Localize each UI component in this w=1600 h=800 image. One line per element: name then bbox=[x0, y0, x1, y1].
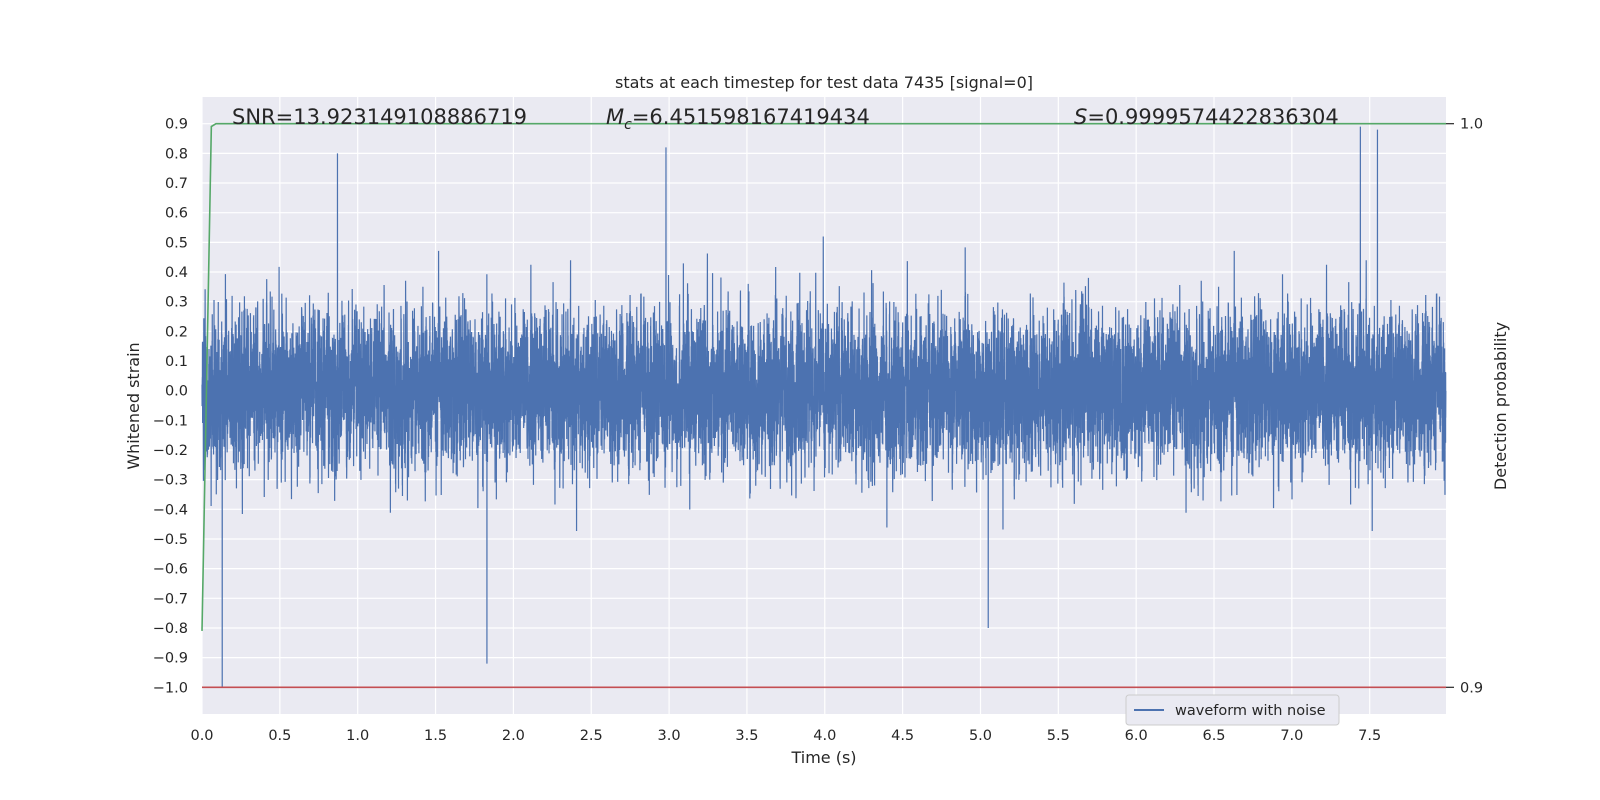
x-tick-label: 4.5 bbox=[891, 728, 914, 744]
y-tick-label: −0.1 bbox=[153, 413, 188, 429]
y-tick-label: 0.7 bbox=[165, 176, 188, 192]
y-tick-label: −0.5 bbox=[153, 532, 188, 548]
x-tick-label: 2.5 bbox=[580, 728, 603, 744]
legend: waveform with noise bbox=[1125, 694, 1340, 726]
x-tick-label: 1.5 bbox=[424, 728, 447, 744]
y-tick-label: −0.3 bbox=[153, 473, 188, 489]
legend-box bbox=[1125, 694, 1340, 726]
x-tick-label: 2.0 bbox=[502, 728, 525, 744]
y2-tick-label: 1.0 bbox=[1460, 117, 1483, 133]
legend-label-waveform: waveform with noise bbox=[1175, 703, 1326, 719]
x-tick-label: 3.5 bbox=[735, 728, 758, 744]
x-tick-label: 0.0 bbox=[190, 728, 213, 744]
y-tick-label: 0.1 bbox=[165, 354, 188, 370]
axes: 0.0 0.5 1.0 1.5 2.0 2.5 3.0 3.5 4.0 4.5 5.0 5.5 6.0 6… bbox=[153, 117, 1483, 744]
y-tick-label: −0.8 bbox=[153, 621, 188, 637]
chirp-mass-annotation: Mc=6.451598167419434 bbox=[606, 105, 870, 133]
x-tick-label: 0.5 bbox=[268, 728, 291, 744]
y2-tick-label: 0.9 bbox=[1460, 680, 1483, 696]
y-tick-label: 0.9 bbox=[165, 117, 188, 133]
x-tick-label: 7.5 bbox=[1358, 728, 1381, 744]
detection-statistic-annotation: S=0.9999574422836304 bbox=[1074, 105, 1339, 129]
y2-axis-title: Detection probability bbox=[1491, 322, 1510, 490]
x-tick-label: 6.5 bbox=[1202, 728, 1225, 744]
y-tick-label: −0.9 bbox=[153, 651, 188, 667]
x-tick-label: 1.0 bbox=[346, 728, 369, 744]
overlay-series bbox=[201, 122, 1446, 689]
waveform-series bbox=[201, 126, 1447, 688]
y-tick-label: 0.2 bbox=[165, 324, 188, 340]
y-tick-label: 0.5 bbox=[165, 235, 188, 251]
y-tick-label: −0.6 bbox=[153, 562, 188, 578]
x-axis-title: Time (s) bbox=[790, 748, 856, 767]
x-tick-label: 4.0 bbox=[813, 728, 836, 744]
y-tick-label: 0.4 bbox=[165, 265, 188, 281]
y-tick-label: 0.8 bbox=[165, 146, 188, 162]
y-tick-label: 0.0 bbox=[165, 384, 188, 400]
y-tick-label: 0.3 bbox=[165, 295, 188, 311]
detection-probability-line bbox=[201, 122, 1446, 631]
y-tick-label: −1.0 bbox=[153, 680, 188, 696]
y-tick-label: −0.4 bbox=[153, 502, 188, 518]
y-axis-title: Whitened strain bbox=[124, 342, 143, 469]
snr-annotation: SNR=13.923149108886719 bbox=[232, 105, 527, 129]
x-tick-label: 5.5 bbox=[1047, 728, 1070, 744]
chart-title: stats at each timestep for test data 743… bbox=[615, 73, 1033, 92]
x-tick-label: 5.0 bbox=[969, 728, 992, 744]
y-tick-label: −0.2 bbox=[153, 443, 188, 459]
y-tick-label: −0.7 bbox=[153, 591, 188, 607]
x-tick-label: 6.0 bbox=[1125, 728, 1148, 744]
x-tick-label: 7.0 bbox=[1280, 728, 1303, 744]
waveform-line bbox=[201, 126, 1447, 688]
x-tick-label: 3.0 bbox=[658, 728, 681, 744]
y-tick-label: 0.6 bbox=[165, 206, 188, 222]
